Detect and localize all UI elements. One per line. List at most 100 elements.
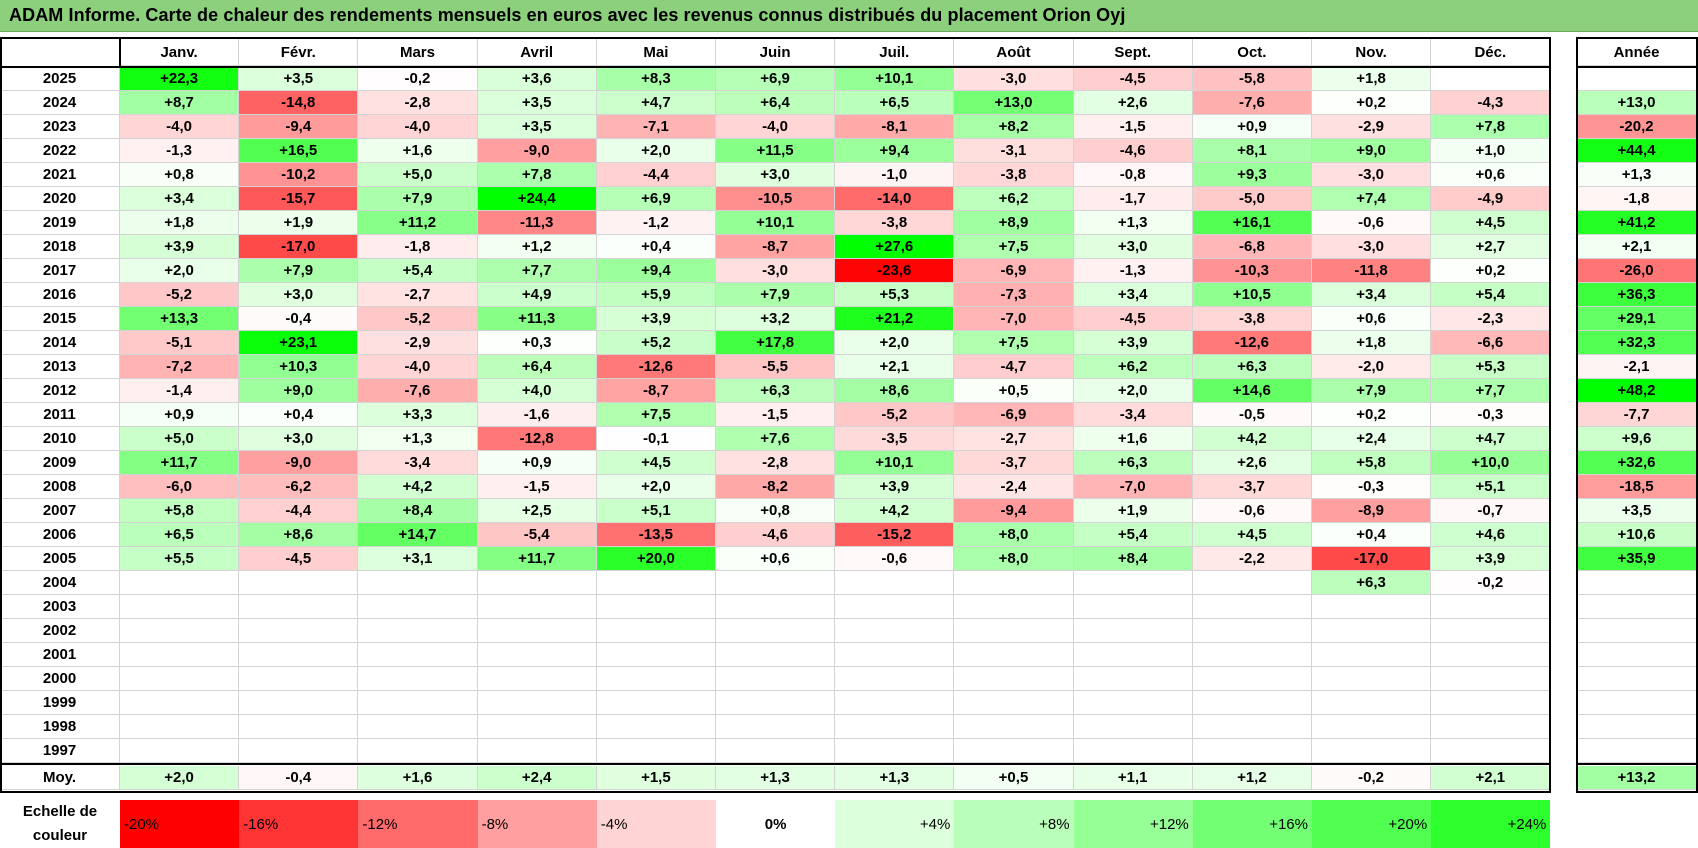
heatmap-cell (1073, 667, 1193, 691)
heatmap-cell: +0,6 (716, 547, 836, 571)
heatmap-cell: +0,4 (1312, 523, 1432, 547)
heatmap-cell: -1,8 (358, 235, 478, 259)
heatmap-cell: +7,5 (596, 403, 716, 427)
heatmap-cell: -7,2 (120, 355, 240, 379)
heatmap-cell (477, 595, 597, 619)
heatmap-cell: +16,1 (1192, 211, 1312, 235)
heatmap-cell (835, 715, 955, 739)
heatmap-cell: +5,3 (835, 283, 955, 307)
heatmap-cell: -4,0 (358, 355, 478, 379)
heatmap-cell: -9,4 (239, 115, 359, 139)
heatmap-cell (1431, 715, 1551, 739)
heatmap-cell (358, 691, 478, 715)
heatmap-cell (120, 619, 240, 643)
heatmap-cell: -0,3 (1431, 403, 1551, 427)
heatmap-cell: +11,5 (716, 139, 836, 163)
annual-cell: +1,3 (1577, 163, 1697, 187)
annual-cell: +35,9 (1577, 547, 1697, 571)
heatmap-cell: +9,0 (239, 379, 359, 403)
heatmap-cell: +1,3 (358, 427, 478, 451)
heatmap-cell (120, 739, 240, 763)
heatmap-cell: -11,3 (477, 211, 597, 235)
heatmap-cell (954, 571, 1074, 595)
annual-cell: +41,2 (1577, 211, 1697, 235)
legend-swatch: +8% (954, 800, 1074, 848)
year-label: 2001 (0, 643, 120, 667)
heatmap-cell (120, 715, 240, 739)
heatmap-cell (1192, 667, 1312, 691)
heatmap-cell: -15,2 (835, 523, 955, 547)
heatmap-cell: +6,3 (1073, 451, 1193, 475)
heatmap-cell (1073, 571, 1193, 595)
month-header: Sept. (1073, 39, 1193, 66)
heatmap-cell: +0,8 (120, 163, 240, 187)
heatmap-cell: +10,1 (835, 67, 955, 91)
heatmap-cell: -3,0 (716, 259, 836, 283)
heatmap-cell (1431, 67, 1551, 91)
heatmap-cell: -4,5 (1073, 307, 1193, 331)
heatmap-cell: +1,9 (239, 211, 359, 235)
annual-header-separator (1576, 66, 1698, 68)
legend-swatch: +12% (1073, 800, 1193, 848)
heatmap-cell: +0,9 (1192, 115, 1312, 139)
annual-cell (1577, 67, 1697, 91)
year-label: 1999 (0, 691, 120, 715)
heatmap-cell: -1,5 (477, 475, 597, 499)
heatmap-cell (716, 571, 836, 595)
heatmap-cell: +1,3 (1073, 211, 1193, 235)
heatmap-cell: +20,0 (596, 547, 716, 571)
heatmap-cell (1192, 715, 1312, 739)
heatmap-cell: -1,0 (835, 163, 955, 187)
heatmap-cell (239, 739, 359, 763)
heatmap-cell (716, 595, 836, 619)
heatmap-cell: -2,9 (358, 331, 478, 355)
average-separator (0, 763, 1550, 765)
heatmap-cell: +3,4 (1073, 283, 1193, 307)
month-header: Juil. (835, 39, 955, 66)
heatmap-cell: +1,0 (1431, 139, 1551, 163)
heatmap-cell: -3,8 (835, 211, 955, 235)
year-label: 1997 (0, 739, 120, 763)
heatmap-cell: +11,3 (477, 307, 597, 331)
annual-cell: -1,8 (1577, 187, 1697, 211)
average-cell: +1,3 (835, 766, 955, 790)
year-label: 2010 (0, 427, 120, 451)
heatmap-cell (954, 691, 1074, 715)
year-label: 2022 (0, 139, 120, 163)
heatmap-cell (716, 715, 836, 739)
year-label: 2023 (0, 115, 120, 139)
average-annual-cell: +13,2 (1577, 766, 1697, 790)
heatmap-cell: +13,3 (120, 307, 240, 331)
heatmap-cell (358, 619, 478, 643)
heatmap-cell: +4,2 (358, 475, 478, 499)
annual-cell (1577, 595, 1697, 619)
heatmap-cell (477, 691, 597, 715)
heatmap-cell: -2,8 (716, 451, 836, 475)
heatmap-cell (477, 667, 597, 691)
heatmap-cell: +6,9 (716, 67, 836, 91)
heatmap-cell: -0,6 (1192, 499, 1312, 523)
heatmap-cell (1073, 715, 1193, 739)
heatmap-cell: +5,1 (1431, 475, 1551, 499)
heatmap-cell: +3,9 (1431, 547, 1551, 571)
heatmap-cell (358, 715, 478, 739)
heatmap-cell (477, 643, 597, 667)
heatmap-cell: -0,7 (1431, 499, 1551, 523)
heatmap-cell: +13,0 (954, 91, 1074, 115)
heatmap-cell: -4,0 (358, 115, 478, 139)
heatmap-cell: +6,4 (716, 91, 836, 115)
annual-cell: +2,1 (1577, 235, 1697, 259)
heatmap-cell: -4,7 (954, 355, 1074, 379)
heatmap-cell: -10,5 (716, 187, 836, 211)
year-label: 2003 (0, 595, 120, 619)
heatmap-cell: +3,0 (1073, 235, 1193, 259)
heatmap-cell: -12,8 (477, 427, 597, 451)
heatmap-cell: -8,7 (716, 235, 836, 259)
heatmap-cell (120, 691, 240, 715)
heatmap-cell (120, 595, 240, 619)
year-label: 2002 (0, 619, 120, 643)
heatmap-cell (835, 739, 955, 763)
heatmap-cell: -13,5 (596, 523, 716, 547)
year-label: 2007 (0, 499, 120, 523)
average-cell: +1,6 (358, 766, 478, 790)
